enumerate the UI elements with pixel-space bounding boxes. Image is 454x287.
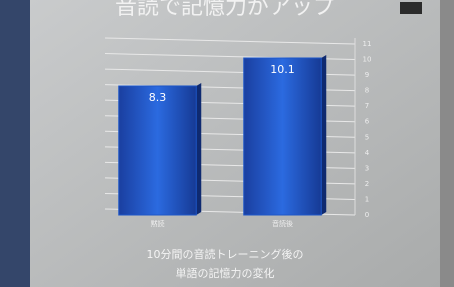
bar-side xyxy=(196,83,201,215)
logo xyxy=(400,2,422,14)
y-tick-label: 6 xyxy=(365,118,370,126)
caption: 10分間の音読トレーニング後の xyxy=(147,247,304,261)
y-tick-label: 1 xyxy=(365,195,369,203)
chart-title: 音読で記憶力がアップ xyxy=(115,0,335,20)
value-label: 10.1 xyxy=(270,63,295,76)
y-tick-label: 5 xyxy=(365,133,369,141)
y-tick-label: 0 xyxy=(365,211,369,219)
y-tick-label: 9 xyxy=(365,71,369,79)
bar xyxy=(244,58,322,215)
bar xyxy=(119,86,197,215)
x-tick-label: 黙読 xyxy=(151,219,165,228)
y-tick-label: 3 xyxy=(365,164,369,172)
chart: 音読で記憶力がアップ 10分間の音読トレーニング後の 単語の記憶力の変化 0 1 2… xyxy=(0,0,454,287)
y-tick-label: 4 xyxy=(365,149,370,157)
y-tick-label: 11 xyxy=(363,40,372,48)
y-tick-label: 7 xyxy=(365,102,369,110)
frame-edge xyxy=(440,0,454,287)
caption: 単語の記憶力の変化 xyxy=(176,266,275,280)
x-tick-label: 音読後 xyxy=(272,219,293,228)
y-tick-label: 10 xyxy=(363,56,372,64)
y-tick-label: 2 xyxy=(365,180,369,188)
value-label: 8.3 xyxy=(149,91,167,104)
slide xyxy=(30,0,440,287)
page: {"chart_data": {"type": "bar", "title": … xyxy=(0,0,454,287)
photo-edge xyxy=(0,0,30,287)
y-tick-label: 8 xyxy=(365,87,369,95)
bar-side xyxy=(321,55,326,215)
